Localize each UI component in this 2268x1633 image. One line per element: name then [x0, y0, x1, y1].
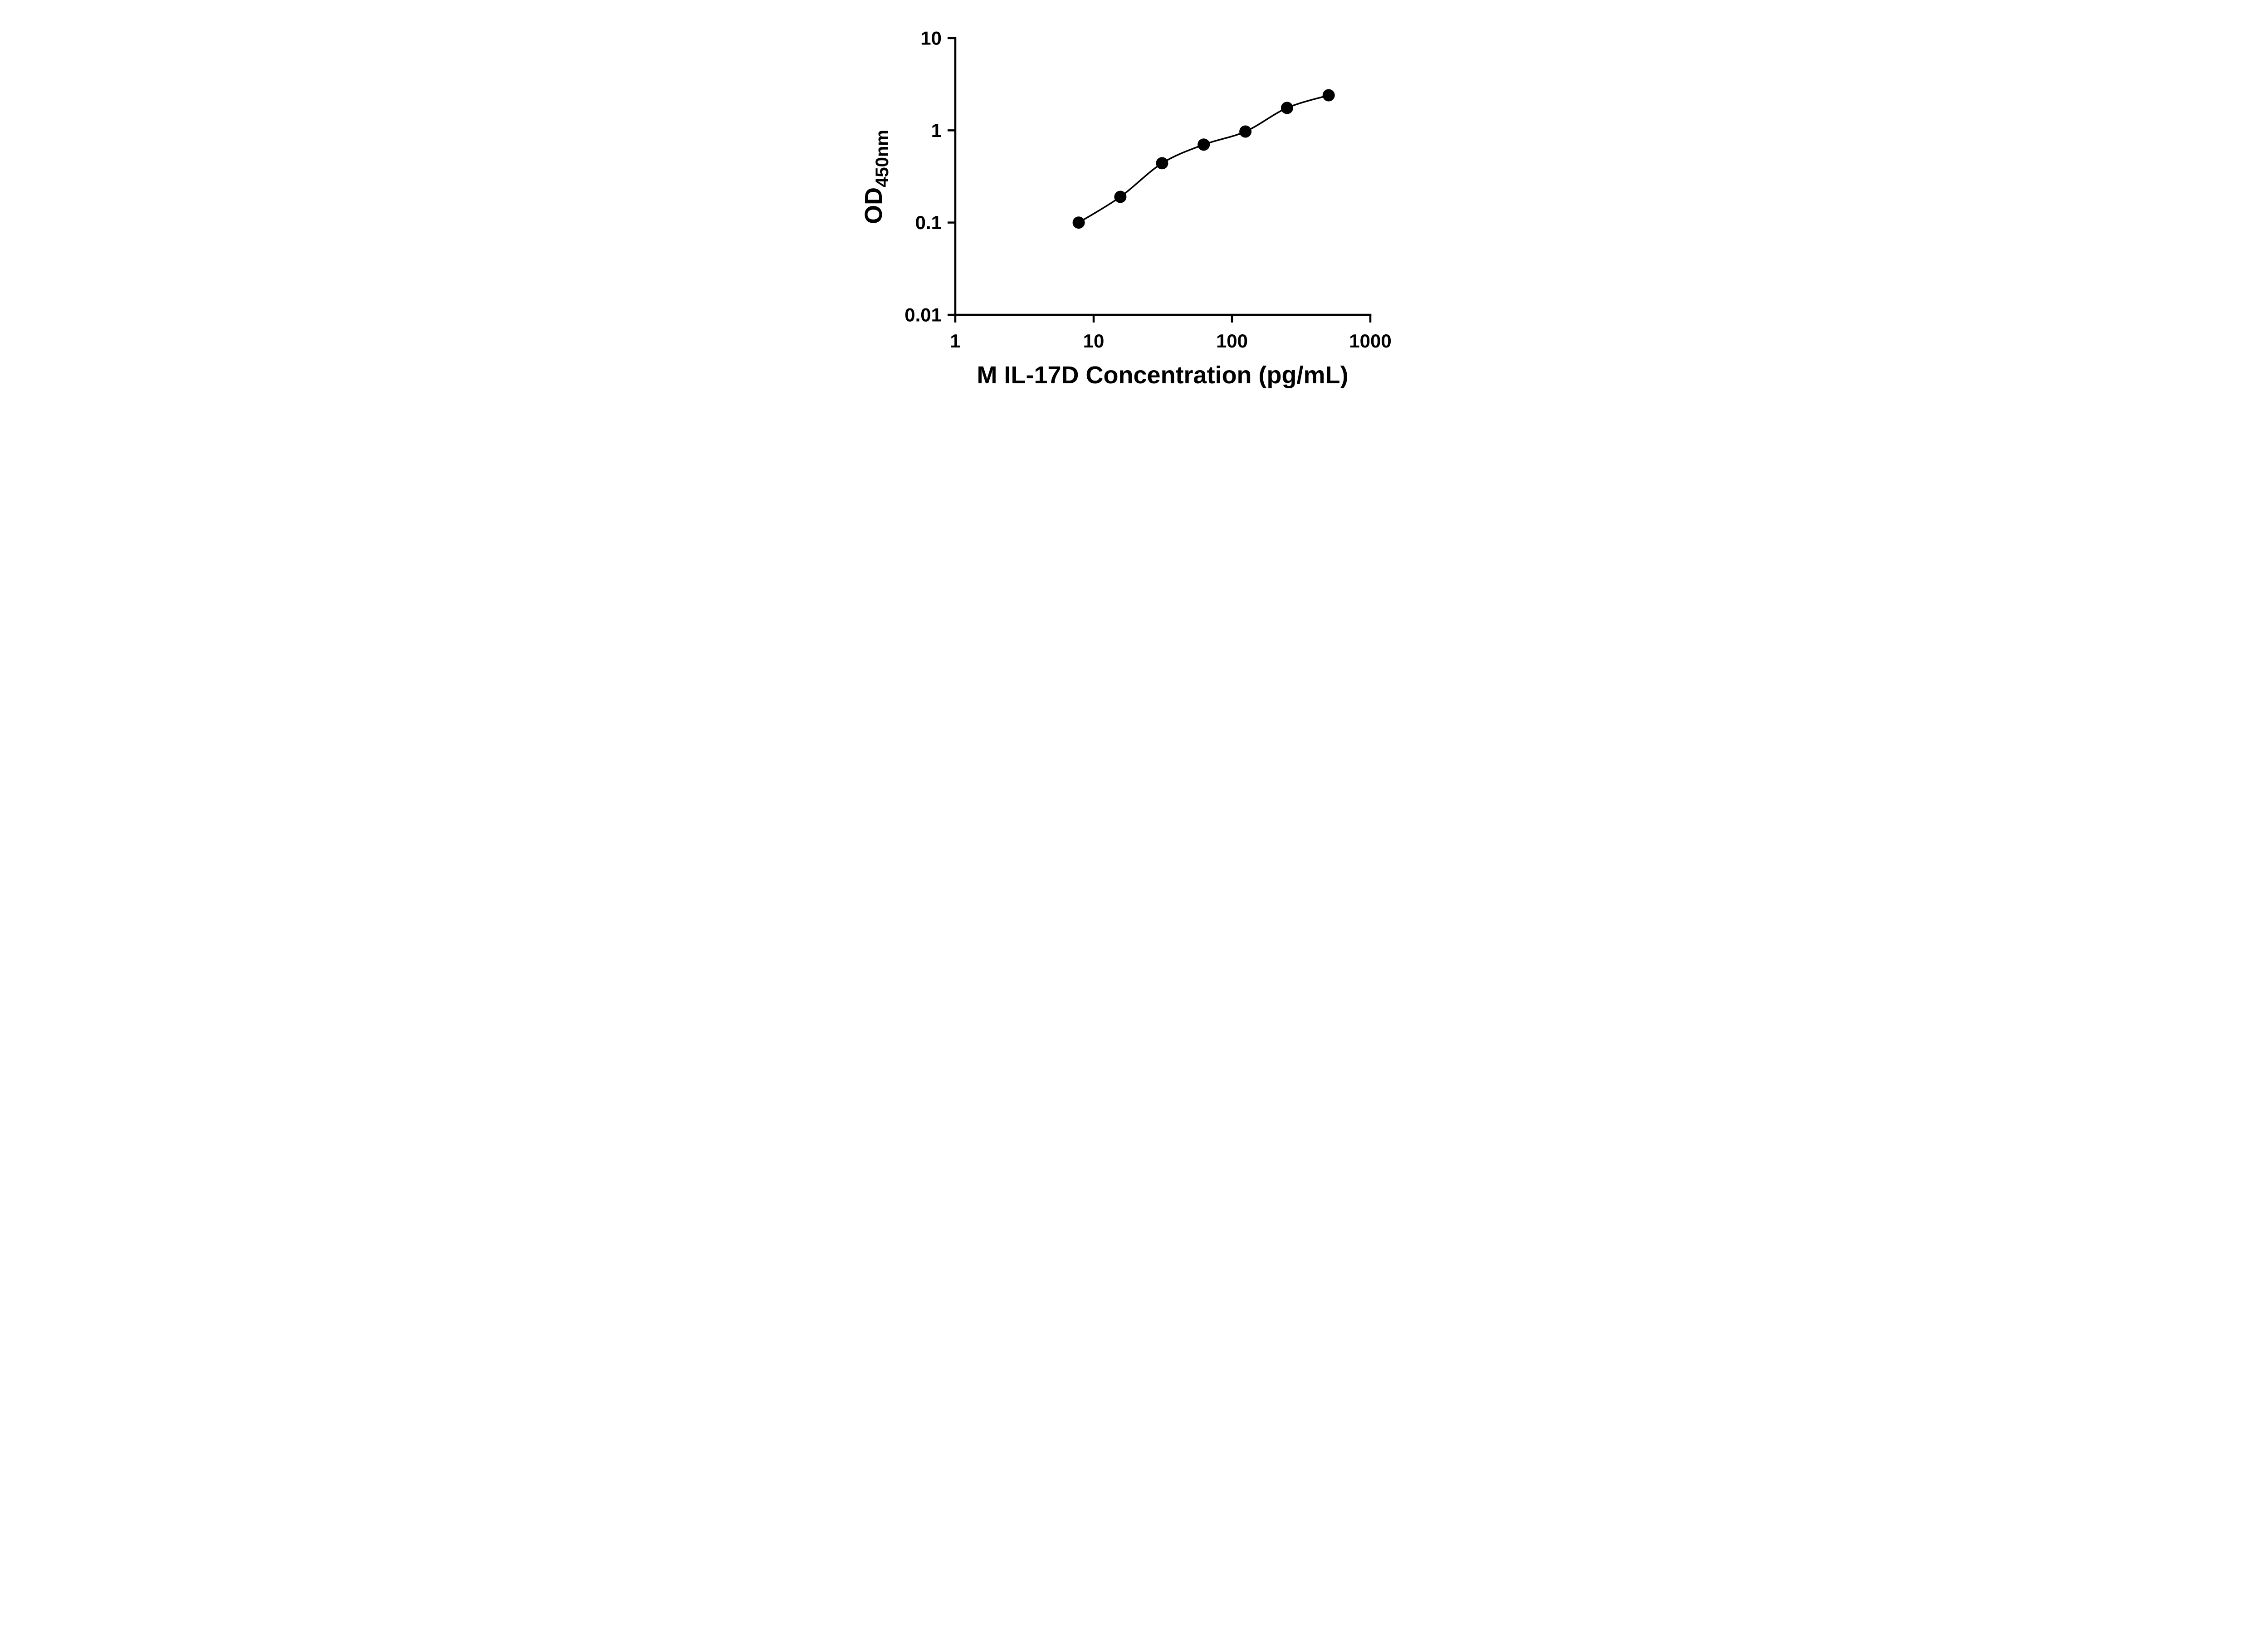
y-axis-title: OD450nm: [860, 130, 892, 224]
y-tick-label: 0.01: [904, 304, 942, 326]
data-point: [1155, 157, 1168, 170]
y-axis-title-main: OD: [860, 187, 887, 224]
chart-canvas: 0.01 0.1 1 10 1 10 100 1000 M IL-17D Concentrat…: [860, 28, 1392, 389]
ticks-layer: [947, 37, 1371, 323]
y-tick-label: 1: [931, 120, 941, 141]
data-point: [1322, 89, 1335, 102]
x-tick-label: 100: [1216, 330, 1247, 352]
data-point: [1239, 125, 1251, 138]
series-layer: [1072, 89, 1335, 229]
axes-frame: [954, 37, 1371, 316]
data-point: [1197, 138, 1210, 151]
data-point: [1072, 216, 1085, 229]
y-tick-label: 10: [920, 28, 942, 49]
y-tick-label: 0.1: [915, 212, 941, 233]
tick-labels-layer: 0.01 0.1 1 10 1 10 100 1000: [904, 28, 1391, 352]
standard-curve-figure: 0.01 0.1 1 10 1 10 100 1000 M IL-17D Concentrat…: [842, 0, 1426, 408]
axes-layer: [954, 37, 1371, 316]
y-axis-title-subscript: 450nm: [872, 130, 892, 187]
x-tick-label: 1: [950, 330, 960, 352]
data-point: [1114, 191, 1126, 203]
data-point: [1281, 102, 1293, 114]
trend-curve: [1077, 94, 1330, 224]
x-tick-label: 1000: [1349, 330, 1391, 352]
x-tick-label: 10: [1083, 330, 1104, 352]
x-axis-title: M IL-17D Concentration (pg/mL): [977, 362, 1348, 389]
